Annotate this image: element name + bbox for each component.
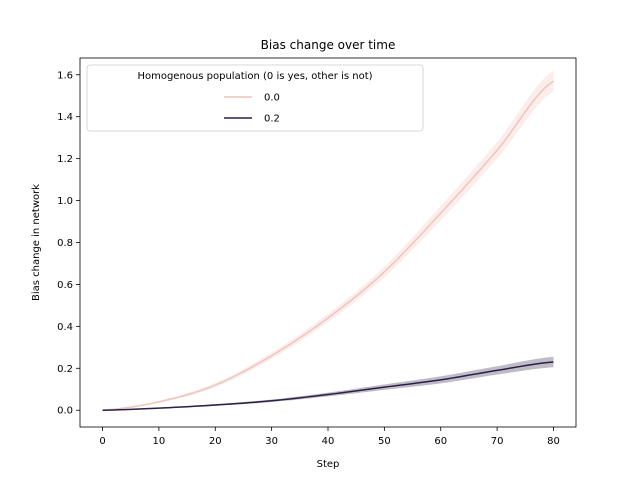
- legend-label-1: 0.2: [264, 114, 280, 125]
- x-tick-label: 70: [491, 436, 504, 447]
- x-tick-label: 80: [547, 436, 560, 447]
- y-axis-ticks: 0.0 0.2 0.4 0.6 0.8 1.0 1.2 1.4 1.6: [57, 70, 80, 417]
- x-tick-label: 60: [434, 436, 447, 447]
- legend: Homogenous population (0 is yes, other i…: [86, 64, 424, 132]
- y-axis-label: Bias change in network: [31, 184, 42, 301]
- y-tick-label: 1.0: [57, 196, 73, 207]
- y-tick-label: 0.6: [57, 280, 73, 291]
- x-tick-label: 40: [322, 436, 335, 447]
- y-tick-label: 1.2: [57, 154, 73, 165]
- y-tick-label: 1.4: [57, 112, 73, 123]
- legend-label-0: 0.0: [264, 93, 280, 104]
- band-series-1: [102, 356, 554, 411]
- y-tick-label: 0.2: [57, 364, 73, 375]
- y-tick-label: 0.4: [57, 322, 73, 333]
- legend-box: [86, 64, 424, 132]
- series-lines: [102, 80, 554, 411]
- x-tick-label: 20: [209, 436, 222, 447]
- legend-entries: 0.0 0.2: [224, 93, 280, 125]
- x-tick-label: 50: [378, 436, 391, 447]
- legend-title: Homogenous population (0 is yes, other i…: [137, 71, 372, 82]
- x-tick-label: 30: [265, 436, 278, 447]
- y-tick-label: 0.8: [57, 238, 73, 249]
- y-tick-label: 1.6: [57, 70, 73, 81]
- y-tick-label: 0.0: [57, 406, 73, 417]
- x-axis-ticks: 0 10 20 30 40 50 60 70 80: [99, 427, 560, 447]
- x-tick-label: 10: [153, 436, 166, 447]
- x-axis-label: Step: [317, 459, 340, 470]
- line-series-1: [102, 361, 554, 411]
- line-series-0: [102, 80, 554, 411]
- x-tick-label: 0: [99, 436, 105, 447]
- chart-title: Bias change over time: [261, 38, 396, 52]
